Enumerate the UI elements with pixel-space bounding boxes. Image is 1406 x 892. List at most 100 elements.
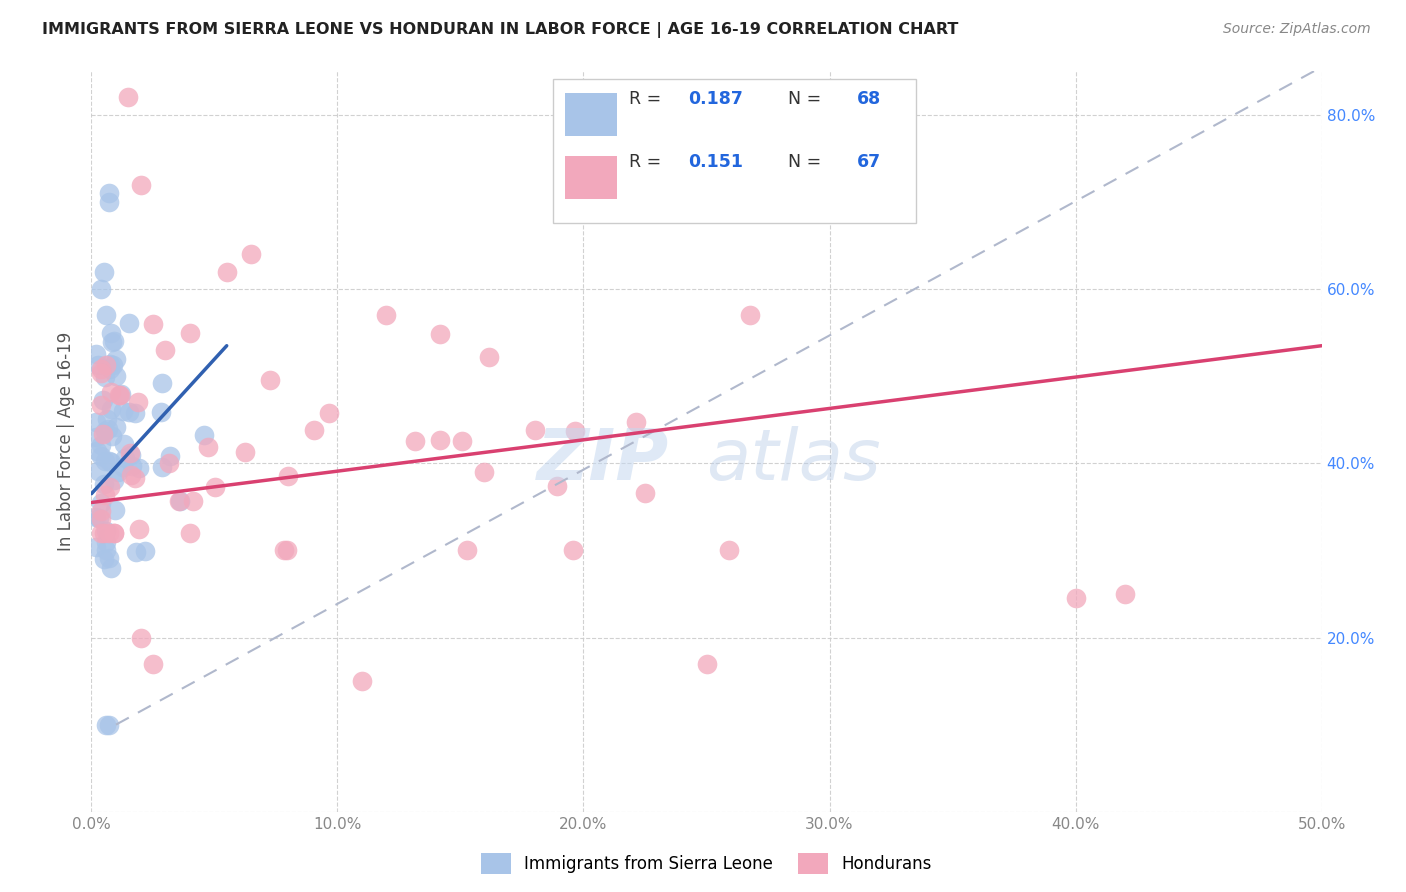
Point — [100, 326, 122, 340]
Point — [90, 361, 112, 376]
Point — [124, 406, 146, 420]
Point — [105, 351, 127, 366]
Point — [134, 544, 156, 558]
Point — [128, 460, 150, 475]
Point — [197, 440, 219, 454]
Point — [118, 316, 141, 330]
Text: 67: 67 — [856, 153, 880, 170]
Point — [86, 415, 108, 429]
Point — [546, 479, 568, 493]
Point — [738, 308, 761, 322]
Point — [129, 631, 152, 645]
Point — [523, 423, 546, 437]
Point — [103, 334, 125, 349]
Point — [352, 674, 374, 689]
Point — [110, 386, 132, 401]
Point — [94, 454, 117, 468]
Point — [86, 347, 108, 361]
Point — [94, 488, 117, 502]
Point — [215, 265, 238, 279]
Point — [233, 445, 256, 459]
Point — [100, 455, 122, 469]
Point — [318, 406, 340, 420]
Point — [101, 334, 124, 349]
Point — [94, 425, 117, 439]
Point — [1114, 587, 1136, 601]
Point — [717, 543, 740, 558]
Point — [429, 326, 451, 341]
Point — [100, 401, 122, 416]
Point — [128, 522, 150, 536]
Point — [90, 495, 112, 509]
Point — [112, 437, 135, 451]
Point — [98, 551, 121, 566]
Point — [105, 419, 128, 434]
Point — [276, 543, 298, 558]
Point — [157, 456, 180, 470]
Point — [1064, 591, 1087, 606]
Point — [125, 545, 148, 559]
Text: R =: R = — [628, 153, 666, 170]
Point — [561, 543, 583, 558]
Point — [169, 493, 191, 508]
Point — [94, 369, 117, 384]
Point — [127, 394, 149, 409]
Text: R =: R = — [628, 90, 666, 108]
Point — [633, 486, 655, 500]
Point — [121, 459, 143, 474]
Point — [103, 526, 125, 541]
Point — [93, 265, 115, 279]
Point — [87, 464, 110, 478]
Point — [98, 357, 121, 371]
Text: IMMIGRANTS FROM SIERRA LEONE VS HONDURAN IN LABOR FORCE | AGE 16-19 CORRELATION : IMMIGRANTS FROM SIERRA LEONE VS HONDURAN… — [42, 22, 959, 38]
Point — [86, 510, 108, 524]
Point — [96, 308, 117, 322]
Point — [100, 384, 122, 399]
Y-axis label: In Labor Force | Age 16-19: In Labor Force | Age 16-19 — [58, 332, 76, 551]
Point — [451, 434, 474, 448]
Point — [150, 405, 173, 419]
Text: 68: 68 — [856, 90, 880, 108]
Point — [150, 376, 173, 390]
Text: Source: ZipAtlas.com: Source: ZipAtlas.com — [1223, 22, 1371, 37]
Point — [90, 512, 112, 526]
Text: N =: N = — [776, 90, 827, 108]
Point — [87, 358, 110, 372]
Point — [98, 526, 121, 541]
Point — [108, 388, 131, 402]
Text: atlas: atlas — [706, 425, 882, 494]
Point — [93, 476, 115, 491]
Point — [111, 460, 134, 475]
Point — [90, 437, 112, 451]
Point — [118, 405, 141, 419]
Point — [97, 194, 120, 209]
Point — [91, 427, 114, 442]
Point — [153, 343, 177, 357]
Point — [108, 388, 131, 402]
Point — [129, 178, 152, 192]
Point — [98, 454, 121, 468]
Point — [90, 504, 112, 518]
Point — [404, 434, 426, 449]
Point — [90, 366, 112, 380]
Point — [100, 561, 122, 575]
Point — [259, 374, 281, 388]
Point — [103, 473, 125, 487]
Text: 0.151: 0.151 — [688, 153, 742, 170]
Point — [96, 534, 117, 549]
Point — [103, 359, 125, 373]
Point — [181, 494, 204, 508]
Point — [456, 543, 478, 558]
Point — [101, 429, 124, 443]
Bar — [565, 156, 617, 199]
Point — [169, 493, 191, 508]
Point — [107, 465, 129, 479]
Point — [104, 502, 127, 516]
Point — [118, 446, 141, 460]
Point — [96, 717, 117, 731]
Point — [429, 433, 451, 447]
Text: ZIP: ZIP — [537, 425, 669, 494]
Legend: Immigrants from Sierra Leone, Hondurans: Immigrants from Sierra Leone, Hondurans — [481, 854, 932, 874]
Point — [179, 326, 201, 340]
Point — [98, 480, 121, 494]
